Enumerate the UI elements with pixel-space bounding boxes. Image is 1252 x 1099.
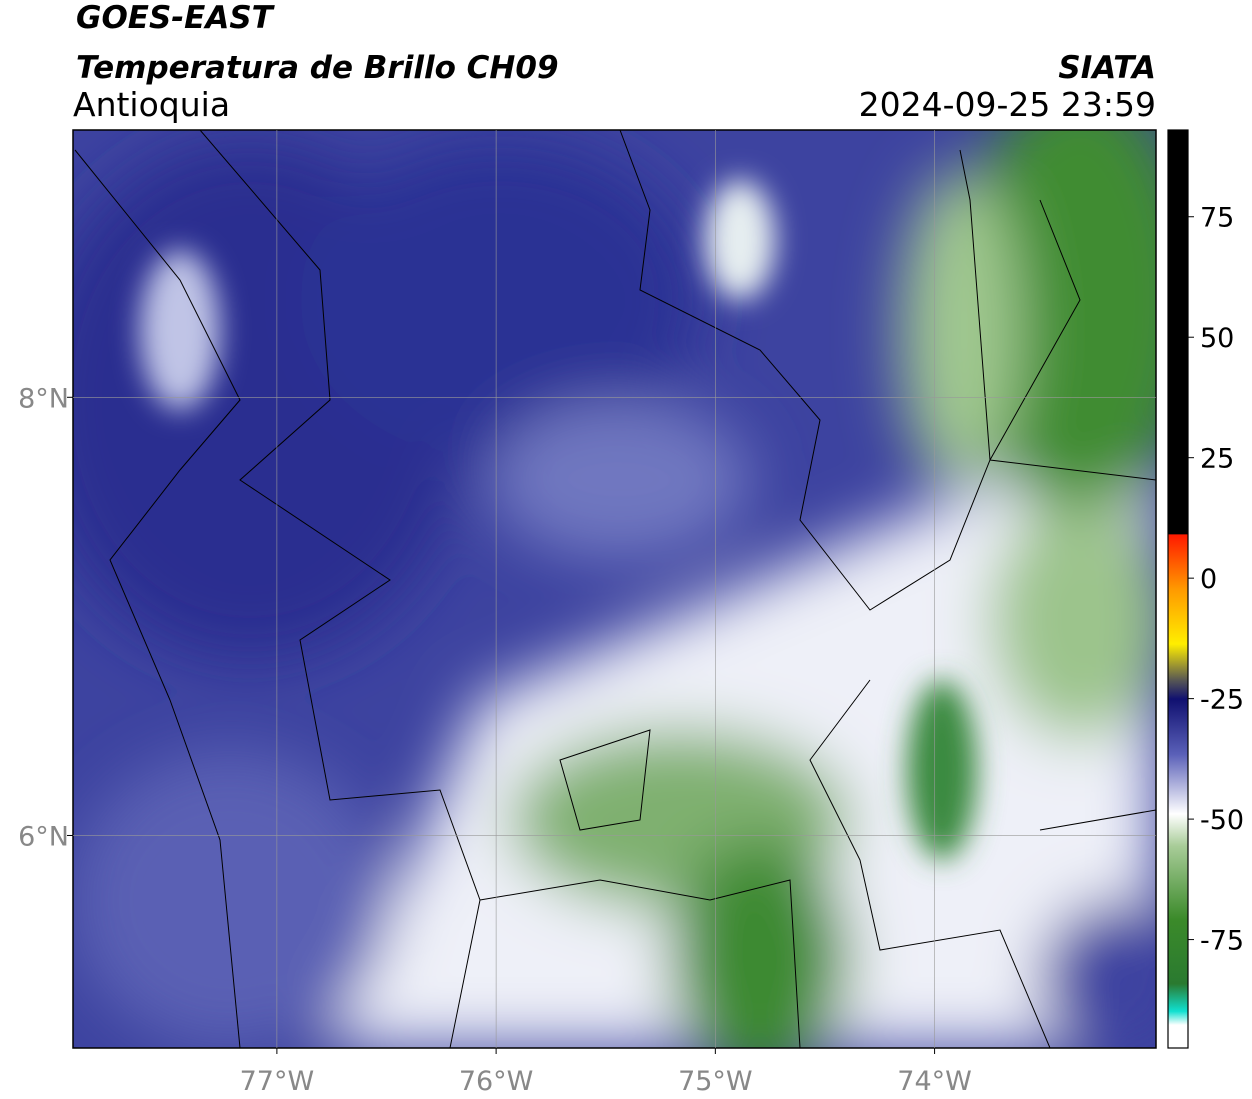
lon-tick-label: 74°W (897, 1066, 972, 1097)
map-frame (72, 129, 1157, 1049)
title: GOES-EAST (76, 0, 276, 36)
region: Antioquia (73, 85, 230, 124)
timestamp: 2024-09-25 23:59 (859, 85, 1156, 124)
colorbar-tick-label: 50 (1200, 323, 1234, 354)
colorbar-tick-label: -50 (1200, 805, 1244, 836)
subtitle: Temperatura de Brillo CH09 (76, 50, 559, 86)
colorbar-tick-label: -75 (1200, 926, 1244, 957)
lon-tick-label: 77°W (240, 1066, 315, 1097)
lon-tick-label: 75°W (678, 1066, 753, 1097)
lon-tick-label: 76°W (459, 1066, 534, 1097)
lat-tick-label: 6°N (18, 821, 69, 852)
colorbar-tick-label: 75 (1200, 203, 1234, 234)
lat-tick-label: 8°N (18, 383, 69, 414)
colorbar-tick-label: 0 (1200, 564, 1217, 595)
colorbar (1167, 129, 1189, 1049)
satellite-image (73, 130, 1156, 1048)
colorbar-tick-label: 25 (1200, 444, 1234, 475)
colorbar-tick-label: -25 (1200, 685, 1244, 716)
source: SIATA (1058, 50, 1156, 86)
